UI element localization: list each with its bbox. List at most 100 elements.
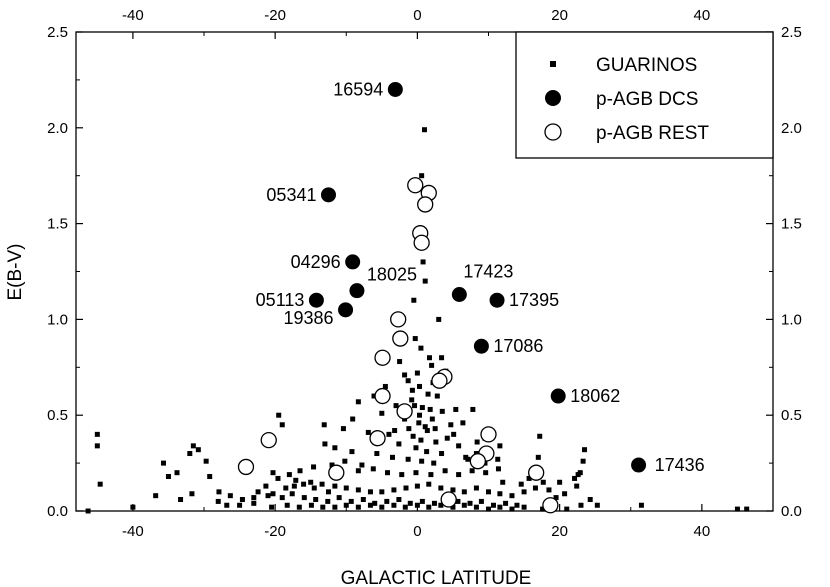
- guarinos-point: [444, 435, 450, 441]
- pagb-rest-point: [374, 387, 391, 405]
- x-tick-label-bottom: 40: [694, 523, 711, 540]
- guarinos-point: [308, 502, 314, 508]
- guarinos-point: [343, 485, 349, 491]
- guarinos-point: [308, 479, 314, 485]
- guarinos-point: [275, 475, 281, 481]
- guarinos-point: [85, 508, 91, 514]
- guarinos-point: [419, 405, 425, 411]
- guarinos-point: [251, 495, 257, 501]
- pagb-rest-point: [431, 372, 448, 389]
- guarinos-point: [431, 500, 437, 506]
- guarinos-point: [428, 472, 434, 478]
- guarinos-point: [532, 485, 538, 491]
- guarinos-point: [456, 443, 462, 449]
- guarinos-point: [417, 383, 423, 389]
- guarinos-point: [340, 426, 346, 432]
- guarinos-point: [399, 472, 405, 478]
- guarinos-point: [153, 493, 159, 499]
- guarinos-point: [546, 487, 552, 493]
- guarinos-point: [215, 498, 221, 504]
- guarinos-point: [370, 466, 376, 472]
- guarinos-point: [562, 491, 568, 497]
- pagb-rest-point: [396, 403, 413, 420]
- pagb-dcs-point: [345, 254, 361, 270]
- guarinos-point: [424, 428, 430, 434]
- guarinos-point: [296, 504, 302, 510]
- guarinos-point: [412, 336, 418, 342]
- guarinos-point: [497, 443, 503, 449]
- x-tick-label-bottom: 0: [413, 523, 421, 540]
- guarinos-point: [301, 495, 307, 501]
- guarinos-point: [495, 456, 501, 462]
- guarinos-point: [329, 462, 335, 468]
- guarinos-point: [289, 491, 295, 497]
- guarinos-point: [424, 449, 430, 455]
- legend-marker-filled: [545, 90, 561, 106]
- guarinos-point: [265, 493, 271, 499]
- x-tick-label-top: -20: [264, 7, 286, 24]
- guarinos-point: [355, 399, 361, 405]
- guarinos-point: [413, 445, 419, 451]
- guarinos-point: [574, 483, 580, 489]
- guarinos-point: [270, 470, 276, 476]
- pagb-rest-point: [374, 349, 391, 366]
- guarinos-point: [325, 489, 331, 495]
- guarinos-point: [473, 504, 479, 510]
- guarinos-point: [483, 470, 489, 476]
- x-tick-label-top: 0: [413, 7, 421, 24]
- pagb-rest-point: [480, 426, 497, 443]
- guarinos-point: [187, 451, 193, 457]
- guarinos-point: [431, 460, 437, 466]
- pagb-rest-point: [417, 196, 434, 213]
- guarinos-point: [216, 489, 222, 495]
- guarinos-point: [405, 378, 411, 384]
- guarinos-point: [744, 506, 750, 512]
- guarinos-point: [410, 433, 416, 439]
- guarinos-point: [165, 474, 171, 480]
- guarinos-point: [406, 426, 412, 432]
- guarinos-point: [450, 487, 456, 493]
- pagb-rest-point: [413, 234, 430, 251]
- guarinos-point: [263, 483, 269, 489]
- guarinos-point: [422, 424, 428, 430]
- guarinos-point: [359, 462, 365, 468]
- pagb-dcs-point: [338, 302, 354, 318]
- guarinos-point: [540, 506, 546, 512]
- pagb-rest-point: [390, 311, 407, 328]
- guarinos-point: [564, 506, 570, 512]
- guarinos-point: [391, 502, 397, 508]
- guarinos-point: [497, 504, 503, 510]
- guarinos-point: [94, 443, 100, 449]
- guarinos-point: [433, 439, 439, 445]
- guarinos-point: [286, 472, 292, 478]
- x-tick-label-bottom: 20: [551, 523, 568, 540]
- guarinos-point: [332, 504, 338, 510]
- y-tick-label-right: 1.0: [781, 311, 802, 328]
- guarinos-point: [360, 497, 366, 503]
- guarinos-point: [379, 489, 385, 495]
- guarinos-point: [426, 504, 432, 510]
- guarinos-point: [321, 422, 327, 428]
- guarinos-point: [320, 504, 326, 510]
- guarinos-point: [319, 481, 325, 487]
- guarinos-point: [195, 447, 201, 453]
- y-tick-label-left: 1.5: [47, 216, 68, 233]
- guarinos-point: [371, 393, 377, 399]
- guarinos-point: [456, 472, 462, 478]
- guarinos-point: [451, 431, 457, 437]
- x-tick-label-bottom: -20: [264, 523, 286, 540]
- guarinos-point: [301, 481, 307, 487]
- guarinos-point: [251, 500, 257, 506]
- y-tick-label-left: 0.5: [47, 407, 68, 424]
- guarinos-point: [453, 406, 459, 412]
- guarinos-point: [594, 502, 600, 508]
- x-tick-label-top: 20: [551, 7, 568, 24]
- pagb-dcs-point: [349, 283, 365, 299]
- guarinos-point: [355, 504, 361, 510]
- guarinos-point: [429, 362, 435, 368]
- legend-entry-label: p-AGB REST: [596, 123, 709, 144]
- legend: GUARINOS p-AGB DCS p-AGB REST: [515, 31, 774, 159]
- guarinos-point: [535, 454, 541, 460]
- guarinos-point: [407, 500, 413, 506]
- guarinos-point: [439, 355, 445, 361]
